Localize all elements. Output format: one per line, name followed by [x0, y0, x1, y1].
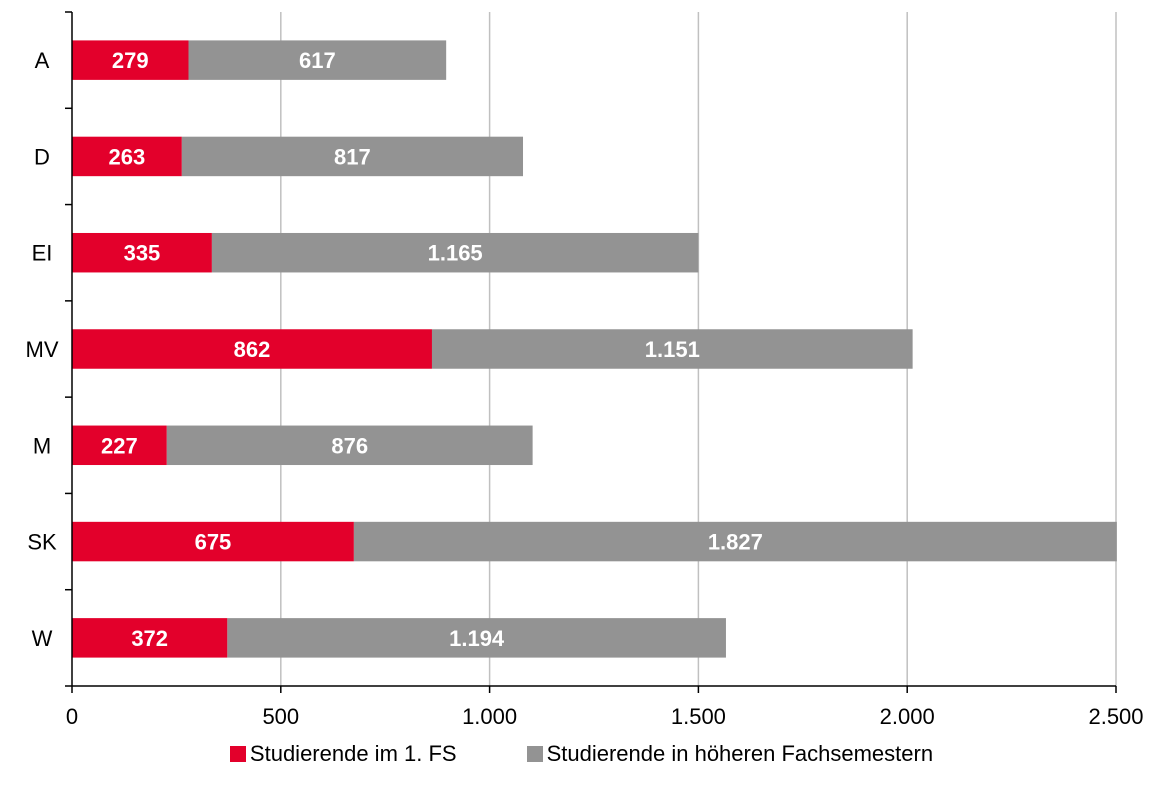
legend-label-series-2: Studierende in höheren Fachsemestern	[546, 741, 934, 766]
bar-m-series-2	[166, 425, 533, 466]
data-label-sk-series-1: 675	[195, 530, 232, 555]
data-label-w-series-1: 372	[131, 626, 168, 651]
y-tick-label-m: M	[33, 433, 51, 458]
bar-sk-series-1	[72, 521, 354, 562]
x-tick-label-2: 1.000	[462, 704, 517, 729]
data-label-m-series-1: 227	[101, 433, 138, 458]
bar-d-series-2	[181, 136, 524, 177]
x-tick-label-5: 2.500	[1088, 704, 1143, 729]
bar-mv-series-1	[72, 329, 432, 369]
data-label-m-series-2: 876	[331, 433, 368, 458]
data-label-d-series-1: 263	[109, 144, 146, 169]
bar-d-series-1	[72, 136, 182, 177]
x-tick-label-3: 1.500	[671, 704, 726, 729]
x-tick-label-1: 500	[262, 704, 299, 729]
x-tick-label-4: 2.000	[880, 704, 935, 729]
y-tick-label-w: W	[32, 626, 53, 651]
data-label-w-series-2: 1.194	[449, 626, 505, 651]
legend-label-series-1: Studierende im 1. FS	[249, 741, 457, 766]
bar-a-series-1	[72, 40, 189, 80]
y-tick-label-a: A	[35, 48, 50, 73]
data-label-a-series-2: 617	[299, 48, 336, 73]
data-label-ei-series-2: 1.165	[428, 241, 483, 266]
data-label-ei-series-1: 335	[124, 241, 161, 266]
data-label-d-series-2: 817	[334, 144, 371, 169]
y-tick-label-mv: MV	[26, 337, 59, 362]
data-label-mv-series-2: 1.151	[645, 337, 700, 362]
data-label-sk-series-2: 1.827	[708, 530, 763, 555]
x-tick-label-0: 0	[66, 704, 78, 729]
legend-swatch-series-1	[229, 746, 246, 762]
bar-ei-series-1	[72, 232, 212, 273]
data-label-a-series-1: 279	[112, 48, 149, 73]
legend-swatch-series-2	[526, 746, 543, 762]
y-tick-label-ei: EI	[32, 241, 53, 266]
data-label-mv-series-1: 862	[234, 337, 271, 362]
legend-item-series-2: Studierende in höheren Fachsemestern	[526, 741, 934, 767]
bar-w-series-1	[72, 618, 228, 658]
bar-a-series-2	[188, 40, 447, 80]
bar-mv-series-2	[431, 329, 913, 369]
bar-ei-series-2	[211, 232, 699, 273]
legend-item-series-1: Studierende im 1. FS	[229, 741, 457, 767]
bar-sk-series-2	[353, 521, 1117, 562]
legend: Studierende im 1. FS Studierende in höhe…	[0, 734, 1163, 774]
bar-w-series-2	[227, 618, 726, 658]
bar-m-series-1	[72, 425, 167, 466]
y-tick-label-d: D	[34, 144, 50, 169]
y-tick-label-sk: SK	[27, 530, 57, 555]
